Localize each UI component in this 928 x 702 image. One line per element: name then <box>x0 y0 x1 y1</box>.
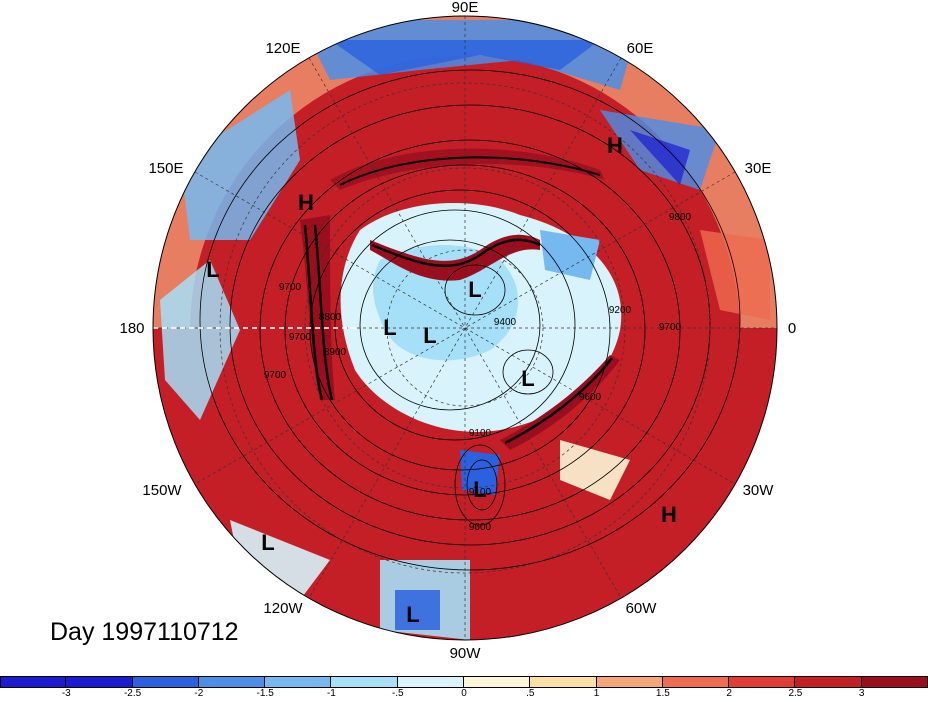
longitude-label: 150E <box>148 160 183 177</box>
low-pressure-marker: L <box>383 315 396 340</box>
low-pressure-marker: L <box>261 530 274 555</box>
colorbar-swatch <box>729 676 796 688</box>
colorbar-swatch <box>596 676 663 688</box>
colorbar-tick-label: 0 <box>461 688 467 699</box>
colorbar-frame <box>0 676 928 688</box>
map-boundary <box>152 15 778 641</box>
colorbar-swatch <box>66 676 133 688</box>
colorbar-swatch <box>331 676 398 688</box>
longitude-label: 90E <box>452 0 479 16</box>
longitude-label: 30E <box>745 160 772 177</box>
colorbar-swatch <box>530 676 597 688</box>
colorbar-swatch <box>795 676 862 688</box>
colorbar: -3 -2.5 -2 -1.5 -1 -.5 0 .5 1 1.5 2 2.5 3 <box>0 676 928 702</box>
colorbar-swatch <box>464 676 531 688</box>
colorbar-tick-label: .5 <box>526 688 535 699</box>
colorbar-tick-label: -2 <box>194 688 204 699</box>
colorbar-swatch <box>397 676 464 688</box>
longitude-label: 120E <box>265 40 300 57</box>
colorbar-tick-label: -1.5 <box>256 688 274 699</box>
contour-label: 9100 <box>469 487 492 498</box>
colorbar-tick-label: -1 <box>326 688 336 699</box>
longitude-label: 150W <box>142 482 182 499</box>
colorbar-tick-label: -2.5 <box>123 688 142 699</box>
height-contours <box>199 69 741 571</box>
colorbar-swatch <box>198 676 266 688</box>
contour-label: 9700 <box>264 370 287 381</box>
longitude-label: 60E <box>627 40 654 57</box>
low-pressure-marker: L <box>468 277 481 302</box>
contour-label: 9800 <box>669 212 692 223</box>
colorbar-tick-label: -.5 <box>391 688 404 699</box>
contour-label: 9700 <box>659 322 682 333</box>
longitude-label: 0 <box>788 320 796 337</box>
high-pressure-marker: H <box>607 133 623 158</box>
polar-stereographic-map: 90E 60E 30E 0 30W 60W 90W 120W 150W 180 150E 120E H… <box>119 0 796 662</box>
colorbar-swatch <box>132 676 199 688</box>
colorbar-tick-label: 2.5 <box>788 688 803 699</box>
longitude-label: 90W <box>450 645 482 662</box>
colorbar-tick-label: 1 <box>593 688 600 699</box>
high-pressure-marker: H <box>298 190 314 215</box>
contour-label: 9200 <box>609 305 632 316</box>
contour-label: 9600 <box>579 392 602 403</box>
low-pressure-marker: L <box>423 323 436 348</box>
contour-label: 9700 <box>279 282 302 293</box>
contour-label: 9400 <box>494 317 517 328</box>
colorbar-tick-label: 2 <box>726 688 732 699</box>
longitude-labels: 90E 60E 30E 0 30W 60W 90W 120W 150W 180 150E 120E <box>119 0 796 662</box>
colorbar-swatch <box>0 676 67 688</box>
colorbar-tick-label: 3 <box>858 688 865 699</box>
colorbar-swatch <box>662 676 730 688</box>
contour-label: 8900 <box>324 347 347 358</box>
date-title: Day 1997110712 <box>50 618 239 646</box>
longitude-label: 120W <box>263 600 303 617</box>
high-pressure-marker: H <box>661 502 677 527</box>
pressure-system-markers: H H H L L L L L L L L <box>206 133 677 627</box>
longitude-label: 30W <box>743 482 775 499</box>
low-pressure-marker: L <box>206 257 219 282</box>
contour-label: 9100 <box>469 428 492 439</box>
low-pressure-marker: L <box>406 602 419 627</box>
colorbar-swatch <box>265 676 332 688</box>
low-pressure-marker: L <box>473 477 486 502</box>
contour-label: 9700 <box>289 332 312 343</box>
longitude-label: 180 <box>119 320 144 337</box>
contour-labels: 9700 9700 9700 9100 8900 9600 9100 8800 9800 9700… <box>264 212 692 533</box>
low-pressure-marker: L <box>521 366 534 391</box>
colorbar-tick-label: 1.5 <box>655 688 670 699</box>
longitude-label: 60W <box>626 600 658 617</box>
colorbar-tick-label: -3 <box>61 688 71 699</box>
contour-label: 9600 <box>469 522 492 533</box>
contour-label: 8800 <box>319 312 342 323</box>
